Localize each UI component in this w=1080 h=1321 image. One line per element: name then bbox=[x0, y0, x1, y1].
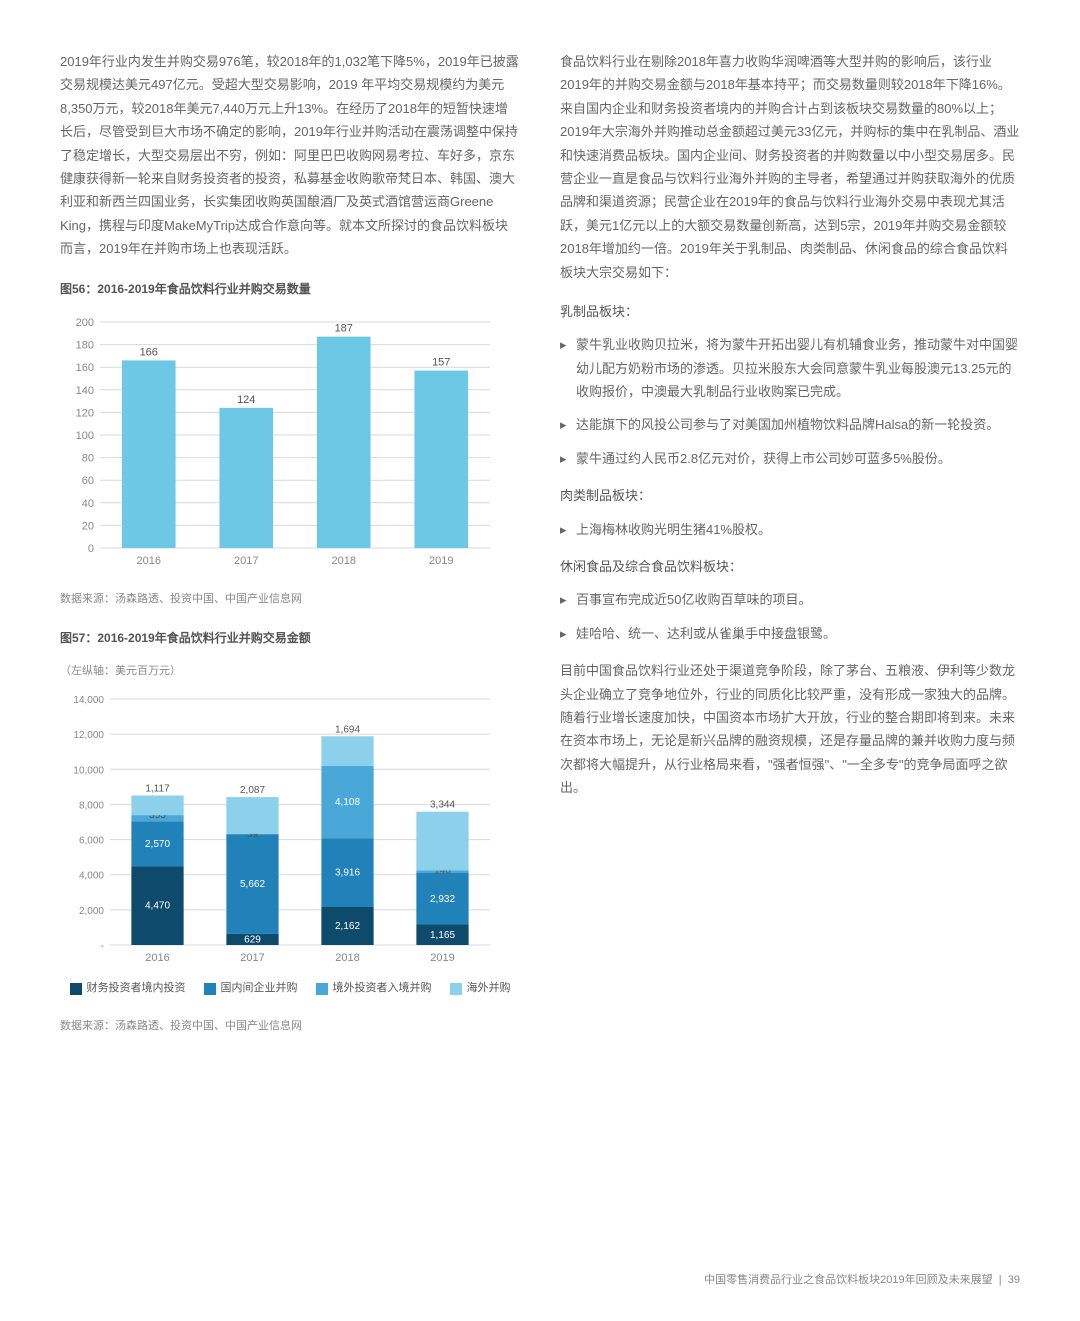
svg-text:2018: 2018 bbox=[332, 555, 356, 567]
svg-text:2,087: 2,087 bbox=[240, 785, 265, 796]
legend-swatch bbox=[70, 983, 82, 995]
chart56: 0 20 40 60 80 100 120 140 160 180 200 166 2016 124 201… bbox=[60, 312, 500, 572]
svg-text:4,000: 4,000 bbox=[79, 871, 104, 882]
svg-text:8,000: 8,000 bbox=[79, 801, 104, 812]
svg-text:-: - bbox=[101, 941, 104, 952]
legend-label: 财务投资者境内投资 bbox=[87, 979, 186, 999]
page-footer: 中国零售消费品行业之食品饮料板块2019年回顾及未来展望 | 39 bbox=[704, 1271, 1020, 1291]
footer-page: 39 bbox=[1008, 1274, 1020, 1286]
svg-text:0: 0 bbox=[88, 543, 94, 555]
svg-text:1,694: 1,694 bbox=[335, 725, 360, 736]
svg-text:166: 166 bbox=[140, 347, 158, 359]
legend-item: 财务投资者境内投资 bbox=[70, 979, 186, 999]
svg-text:629: 629 bbox=[244, 935, 261, 946]
svg-text:2016: 2016 bbox=[145, 952, 169, 964]
svg-text:3,916: 3,916 bbox=[335, 868, 360, 879]
svg-text:2016: 2016 bbox=[137, 555, 161, 567]
svg-text:2,000: 2,000 bbox=[79, 906, 104, 917]
svg-text:140: 140 bbox=[76, 385, 94, 397]
chart56-source: 数据来源：汤森路透、投资中国、中国产业信息网 bbox=[60, 590, 520, 610]
svg-text:157: 157 bbox=[432, 357, 450, 369]
svg-text:5,662: 5,662 bbox=[240, 879, 265, 890]
svg-text:14,000: 14,000 bbox=[73, 695, 104, 706]
svg-text:40: 40 bbox=[82, 498, 94, 510]
svg-text:20: 20 bbox=[82, 521, 94, 533]
right-paragraph-2: 目前中国食品饮料行业还处于渠道竞争阶段，除了茅台、五粮液、伊利等少数龙头企业确立… bbox=[560, 659, 1020, 799]
svg-text:10,000: 10,000 bbox=[73, 766, 104, 777]
chart57-legend: 财务投资者境内投资 国内间企业并购 境外投资者入境并购 海外并购 bbox=[60, 979, 520, 999]
legend-swatch bbox=[450, 983, 462, 995]
chart57-container: - 2,000 4,000 6,000 8,000 10,000 12,000 14,000 4… bbox=[60, 689, 520, 999]
svg-text:6,000: 6,000 bbox=[79, 836, 104, 847]
svg-text:200: 200 bbox=[76, 317, 94, 329]
svg-text:100: 100 bbox=[76, 430, 94, 442]
list-item: 蒙牛乳业收购贝拉米，将为蒙牛开拓出婴儿有机辅食业务，推动蒙牛对中国婴幼儿配方奶粉… bbox=[560, 333, 1020, 403]
svg-text:2019: 2019 bbox=[429, 555, 453, 567]
chart56-container: 0 20 40 60 80 100 120 140 160 180 200 166 2016 124 201… bbox=[60, 312, 520, 572]
list-item: 娃哈哈、统一、达利或从雀巢手中接盘银鹭。 bbox=[560, 622, 1020, 645]
legend-item: 境外投资者入境并购 bbox=[316, 979, 432, 999]
svg-text:1,165: 1,165 bbox=[430, 930, 455, 941]
legend-label: 海外并购 bbox=[467, 979, 511, 999]
chart56-title: 图56：2016-2019年食品饮料行业并购交易数量 bbox=[60, 279, 520, 301]
list-item: 上海梅林收购光明生猪41%股权。 bbox=[560, 518, 1020, 541]
svg-text:3,344: 3,344 bbox=[430, 800, 455, 811]
svg-text:120: 120 bbox=[76, 408, 94, 420]
svg-text:2,162: 2,162 bbox=[335, 921, 360, 932]
legend-swatch bbox=[204, 983, 216, 995]
chart57-source: 数据来源：汤森路透、投资中国、中国产业信息网 bbox=[60, 1017, 520, 1037]
svg-text:180: 180 bbox=[76, 340, 94, 352]
chart57-title: 图57：2016-2019年食品饮料行业并购交易金额 bbox=[60, 628, 520, 650]
section-meat-label: 肉类制品板块： bbox=[560, 484, 1020, 507]
section-dairy-label: 乳制品板块： bbox=[560, 300, 1020, 323]
right-paragraph-1: 食品饮料行业在剔除2018年喜力收购华润啤酒等大型并购的影响后，该行业2019年… bbox=[560, 50, 1020, 284]
svg-text:4,108: 4,108 bbox=[335, 797, 360, 808]
chart57: - 2,000 4,000 6,000 8,000 10,000 12,000 14,000 4… bbox=[60, 689, 500, 969]
svg-text:60: 60 bbox=[82, 475, 94, 487]
svg-text:2017: 2017 bbox=[240, 952, 264, 964]
svg-text:4,470: 4,470 bbox=[145, 901, 170, 912]
svg-text:2,570: 2,570 bbox=[145, 839, 170, 850]
section-snack-label: 休闲食品及综合食品饮料板块： bbox=[560, 555, 1020, 578]
svg-text:2018: 2018 bbox=[335, 952, 359, 964]
left-paragraph-1: 2019年行业内发生并购交易976笔，较2018年的1,032笔下降5%，201… bbox=[60, 50, 520, 261]
legend-label: 国内间企业并购 bbox=[221, 979, 298, 999]
svg-text:187: 187 bbox=[335, 323, 353, 335]
legend-swatch bbox=[316, 983, 328, 995]
chart57-subtitle: （左纵轴：美元百万元） bbox=[60, 662, 520, 682]
svg-text:2,932: 2,932 bbox=[430, 894, 455, 905]
section-snack-list: 百事宣布完成近50亿收购百草味的项目。娃哈哈、统一、达利或从雀巢手中接盘银鹭。 bbox=[560, 588, 1020, 645]
footer-text: 中国零售消费品行业之食品饮料板块2019年回顾及未来展望 bbox=[704, 1274, 992, 1286]
list-item: 蒙牛通过约人民币2.8亿元对价，获得上市公司妙可蓝多5%股份。 bbox=[560, 447, 1020, 470]
list-item: 百事宣布完成近50亿收购百草味的项目。 bbox=[560, 588, 1020, 611]
svg-text:2017: 2017 bbox=[234, 555, 258, 567]
svg-text:124: 124 bbox=[237, 394, 255, 406]
list-item: 达能旗下的风投公司参与了对美国加州植物饮料品牌Halsa的新一轮投资。 bbox=[560, 413, 1020, 436]
svg-text:160: 160 bbox=[76, 362, 94, 374]
legend-item: 海外并购 bbox=[450, 979, 511, 999]
legend-label: 境外投资者入境并购 bbox=[333, 979, 432, 999]
section-dairy-list: 蒙牛乳业收购贝拉米，将为蒙牛开拓出婴儿有机辅食业务，推动蒙牛对中国婴幼儿配方奶粉… bbox=[560, 333, 1020, 470]
svg-text:80: 80 bbox=[82, 453, 94, 465]
svg-text:12,000: 12,000 bbox=[73, 730, 104, 741]
legend-item: 国内间企业并购 bbox=[204, 979, 298, 999]
svg-text:1,117: 1,117 bbox=[145, 784, 170, 795]
svg-text:2019: 2019 bbox=[430, 952, 454, 964]
section-meat-list: 上海梅林收购光明生猪41%股权。 bbox=[560, 518, 1020, 541]
